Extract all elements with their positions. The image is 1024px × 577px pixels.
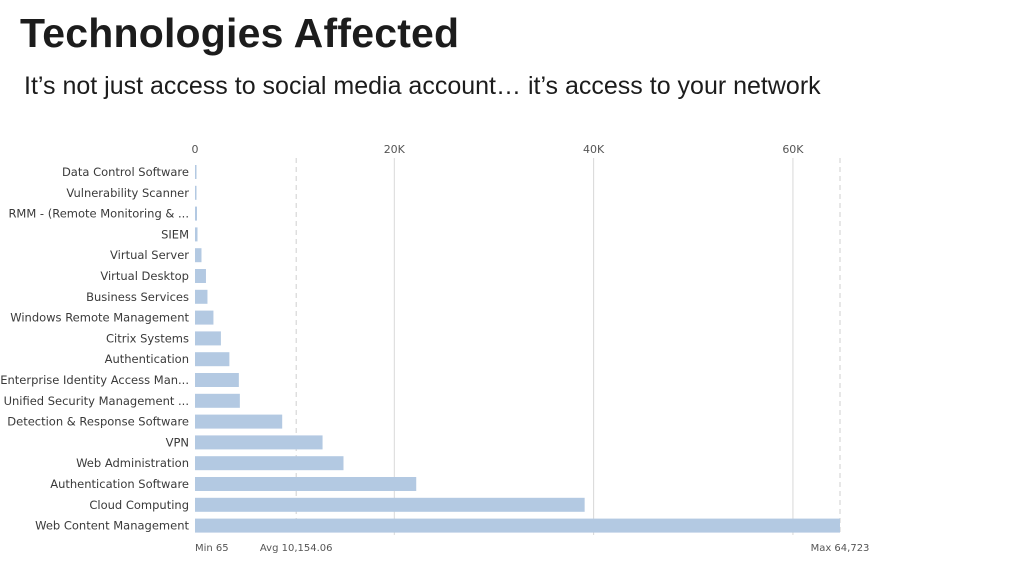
category-label-6: Business Services — [86, 290, 189, 304]
bar-4 — [195, 248, 202, 263]
bar-3 — [195, 227, 198, 242]
x-tick-label-40k: 40K — [583, 143, 605, 156]
bar-7 — [195, 310, 214, 325]
grid-layer — [295, 158, 841, 535]
x-tick-label-60k: 60K — [782, 143, 804, 156]
bar-12 — [195, 414, 283, 429]
category-labels: Data Control Software Vulnerability Scann… — [0, 165, 189, 533]
x-axis-ticks: 0 20K 40K 60K — [192, 143, 805, 156]
category-label-7: Windows Remote Management — [10, 311, 189, 325]
category-label-5: Virtual Desktop — [100, 269, 189, 283]
x-tick-label-20k: 20K — [384, 143, 406, 156]
bars-layer — [195, 165, 840, 533]
bar-10 — [195, 373, 239, 387]
category-label-2: RMM - (Remote Monitoring & ... — [8, 207, 189, 221]
category-label-15: Authentication Software — [50, 477, 189, 491]
bar-16 — [195, 497, 585, 512]
category-label-1: Vulnerability Scanner — [66, 186, 189, 200]
x-tick-label-0: 0 — [192, 143, 199, 156]
category-label-3: SIEM — [161, 227, 189, 241]
bar-11 — [195, 393, 240, 408]
bar-17 — [195, 518, 840, 533]
bar-14 — [195, 456, 344, 471]
bar-6 — [195, 289, 208, 304]
bar-0 — [195, 165, 197, 179]
category-label-9: Authentication — [105, 352, 189, 366]
bar-15 — [195, 477, 417, 491]
category-label-8: Citrix Systems — [106, 331, 189, 345]
bar-8 — [195, 331, 221, 346]
reference-label-max: Max 64,723 — [811, 543, 870, 554]
reference-label-avg: Avg 10,154.06 — [260, 543, 333, 554]
category-label-12: Detection & Response Software — [7, 415, 189, 429]
reference-line-labels: Min 65 Avg 10,154.06 Max 64,723 — [195, 543, 869, 554]
category-label-13: VPN — [166, 435, 189, 449]
category-label-10: Enterprise Identity Access Man... — [0, 373, 189, 387]
slide-subtitle: It’s not just access to social media acc… — [24, 72, 821, 100]
bar-2 — [195, 206, 197, 221]
bar-13 — [195, 435, 323, 450]
bar-1 — [195, 185, 197, 200]
slide-title: Technologies Affected — [20, 10, 460, 56]
category-label-0: Data Control Software — [62, 165, 189, 179]
reference-label-min: Min 65 — [195, 543, 229, 554]
bar-5 — [195, 269, 206, 283]
category-label-4: Virtual Server — [110, 248, 189, 262]
bar-9 — [195, 352, 230, 367]
category-label-17: Web Content Management — [35, 519, 189, 533]
category-label-14: Web Administration — [76, 456, 189, 470]
category-label-11: Unified Security Management ... — [4, 394, 189, 408]
category-label-16: Cloud Computing — [89, 498, 189, 512]
